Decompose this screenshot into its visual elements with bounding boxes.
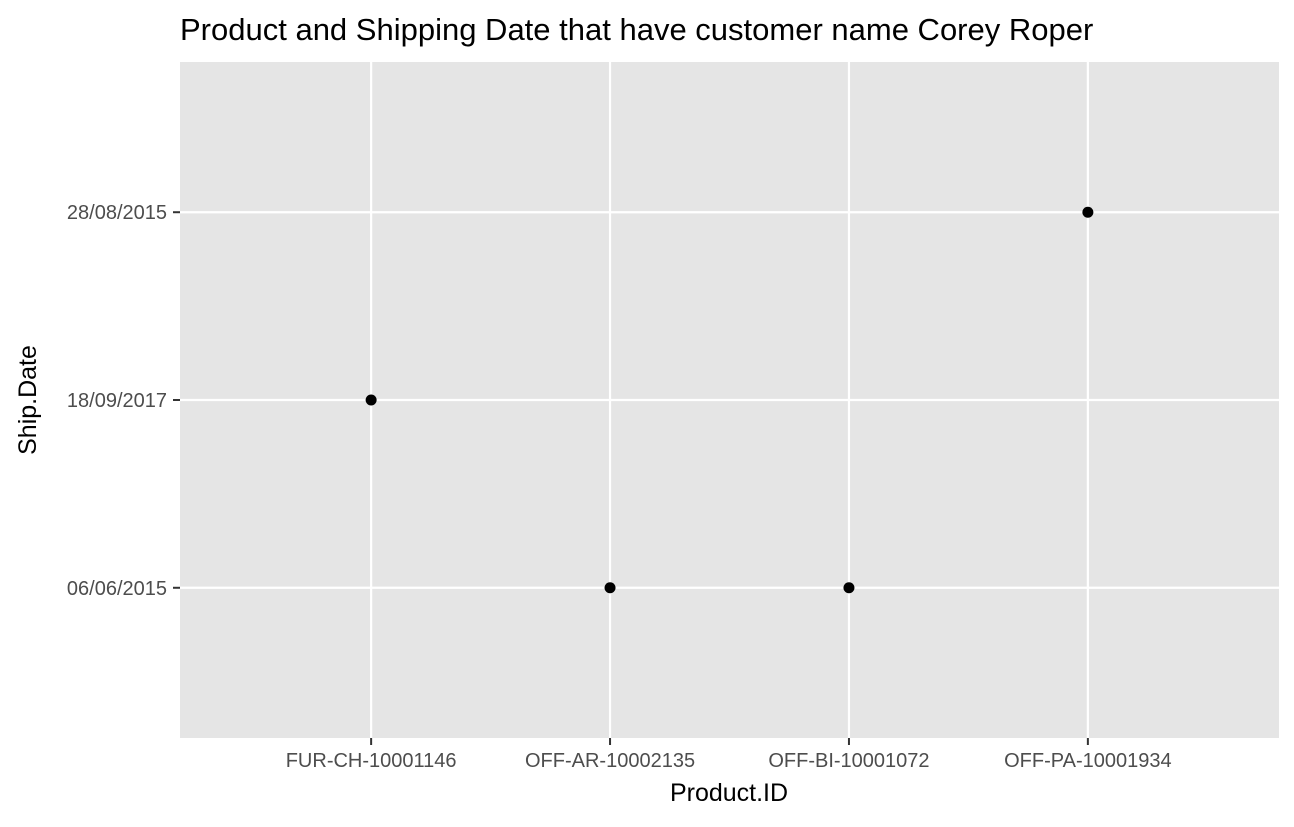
chart-title: Product and Shipping Date that have cust… [180,12,1093,47]
data-points [365,206,1094,594]
data-point [604,582,616,594]
x-tick-label: OFF-AR-10002135 [525,750,695,772]
y-tick-label: 18/09/2017 [67,390,167,412]
x-axis-title: Product.ID [670,779,788,807]
x-axis: FUR-CH-10001146 OFF-AR-10002135 OFF-BI-100… [286,738,1172,772]
data-point [365,394,377,406]
x-tick-label: OFF-PA-10001934 [1004,750,1172,772]
data-point [843,582,855,594]
y-axis: 06/06/2015 18/09/2017 28/08/2015 [67,202,180,600]
x-tick-label: FUR-CH-10001146 [286,750,457,772]
y-tick-label: 06/06/2015 [67,578,167,600]
data-point [1082,206,1094,218]
x-tick-label: OFF-BI-10001072 [768,750,929,772]
y-tick-label: 28/08/2015 [67,202,167,224]
grid-lines [180,62,1279,738]
y-axis-title: Ship.Date [14,345,42,455]
